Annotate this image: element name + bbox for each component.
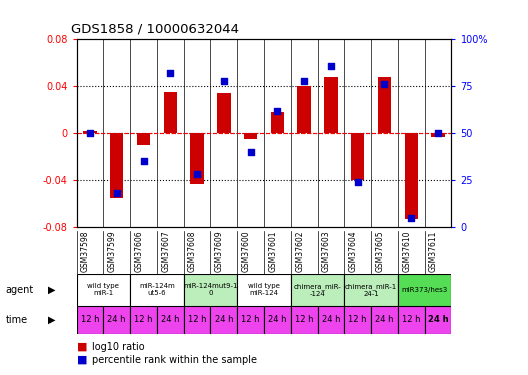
Point xyxy=(247,149,255,155)
Text: GSM37601: GSM37601 xyxy=(268,231,277,272)
Text: 24 h: 24 h xyxy=(108,315,126,324)
Text: percentile rank within the sample: percentile rank within the sample xyxy=(92,355,258,365)
Bar xyxy=(297,86,311,133)
Bar xyxy=(103,306,130,334)
Bar xyxy=(324,77,337,133)
Text: 24 h: 24 h xyxy=(268,315,287,324)
Bar xyxy=(191,133,204,183)
Text: GSM37610: GSM37610 xyxy=(402,231,411,272)
Point xyxy=(327,63,335,69)
Bar xyxy=(244,133,257,139)
Point xyxy=(434,130,442,136)
Text: GSM37609: GSM37609 xyxy=(215,231,224,272)
Text: 24 h: 24 h xyxy=(214,315,233,324)
Point xyxy=(193,171,201,177)
Point xyxy=(166,70,174,76)
Text: time: time xyxy=(5,315,27,325)
Bar xyxy=(404,133,418,219)
Text: 24 h: 24 h xyxy=(375,315,394,324)
Text: agent: agent xyxy=(5,285,34,295)
Text: GSM37606: GSM37606 xyxy=(135,231,144,272)
Text: wild type
miR-1: wild type miR-1 xyxy=(88,283,119,296)
Bar xyxy=(317,306,344,334)
Text: GDS1858 / 10000632044: GDS1858 / 10000632044 xyxy=(71,22,239,36)
Text: miR-124mut9-1
0: miR-124mut9-1 0 xyxy=(183,283,238,296)
Bar xyxy=(378,77,391,133)
Text: 24 h: 24 h xyxy=(428,315,448,324)
Text: 12 h: 12 h xyxy=(81,315,99,324)
Bar xyxy=(83,131,97,133)
Bar xyxy=(184,274,237,306)
Text: 12 h: 12 h xyxy=(348,315,367,324)
Bar xyxy=(398,274,451,306)
Text: miR-124m
ut5-6: miR-124m ut5-6 xyxy=(139,283,175,296)
Text: GSM37605: GSM37605 xyxy=(375,231,384,272)
Bar xyxy=(291,306,317,334)
Text: ▶: ▶ xyxy=(48,315,55,325)
Text: 24 h: 24 h xyxy=(161,315,180,324)
Bar xyxy=(130,306,157,334)
Text: wild type
miR-124: wild type miR-124 xyxy=(248,283,280,296)
Text: chimera_miR-
-124: chimera_miR- -124 xyxy=(294,283,342,297)
Bar xyxy=(137,133,150,145)
Text: GSM37600: GSM37600 xyxy=(242,231,251,272)
Text: ■: ■ xyxy=(77,342,87,352)
Point xyxy=(380,81,389,87)
Text: 12 h: 12 h xyxy=(188,315,206,324)
Point xyxy=(112,190,121,196)
Bar xyxy=(344,306,371,334)
Text: ▶: ▶ xyxy=(48,285,55,295)
Bar xyxy=(237,306,264,334)
Bar xyxy=(110,133,124,198)
Text: 12 h: 12 h xyxy=(295,315,314,324)
Bar xyxy=(271,112,284,133)
Bar xyxy=(164,92,177,133)
Text: log10 ratio: log10 ratio xyxy=(92,342,145,352)
Text: 12 h: 12 h xyxy=(134,315,153,324)
Bar xyxy=(431,133,445,136)
Point xyxy=(300,78,308,84)
Bar xyxy=(217,93,231,133)
Bar xyxy=(77,306,103,334)
Bar xyxy=(398,306,425,334)
Point xyxy=(407,214,416,220)
Bar xyxy=(211,306,237,334)
Bar xyxy=(344,274,398,306)
Point xyxy=(354,179,362,185)
Text: GSM37607: GSM37607 xyxy=(161,231,170,272)
Text: chimera_miR-1
24-1: chimera_miR-1 24-1 xyxy=(345,283,397,297)
Text: GSM37611: GSM37611 xyxy=(429,231,438,272)
Bar xyxy=(77,274,130,306)
Text: ■: ■ xyxy=(77,355,87,365)
Point xyxy=(220,78,228,84)
Bar xyxy=(291,274,344,306)
Bar xyxy=(130,274,184,306)
Text: miR373/hes3: miR373/hes3 xyxy=(401,286,448,292)
Text: 24 h: 24 h xyxy=(322,315,340,324)
Bar xyxy=(351,133,364,180)
Bar xyxy=(237,274,291,306)
Text: GSM37603: GSM37603 xyxy=(322,231,331,272)
Text: GSM37608: GSM37608 xyxy=(188,231,197,272)
Point xyxy=(86,130,94,136)
Point xyxy=(273,108,281,114)
Text: 12 h: 12 h xyxy=(402,315,420,324)
Text: GSM37598: GSM37598 xyxy=(81,231,90,272)
Text: 12 h: 12 h xyxy=(241,315,260,324)
Bar xyxy=(425,306,451,334)
Text: GSM37604: GSM37604 xyxy=(348,231,358,272)
Bar xyxy=(264,306,291,334)
Bar xyxy=(184,306,211,334)
Point xyxy=(139,158,148,164)
Bar xyxy=(157,306,184,334)
Text: GSM37602: GSM37602 xyxy=(295,231,304,272)
Text: GSM37599: GSM37599 xyxy=(108,231,117,272)
Bar xyxy=(371,306,398,334)
